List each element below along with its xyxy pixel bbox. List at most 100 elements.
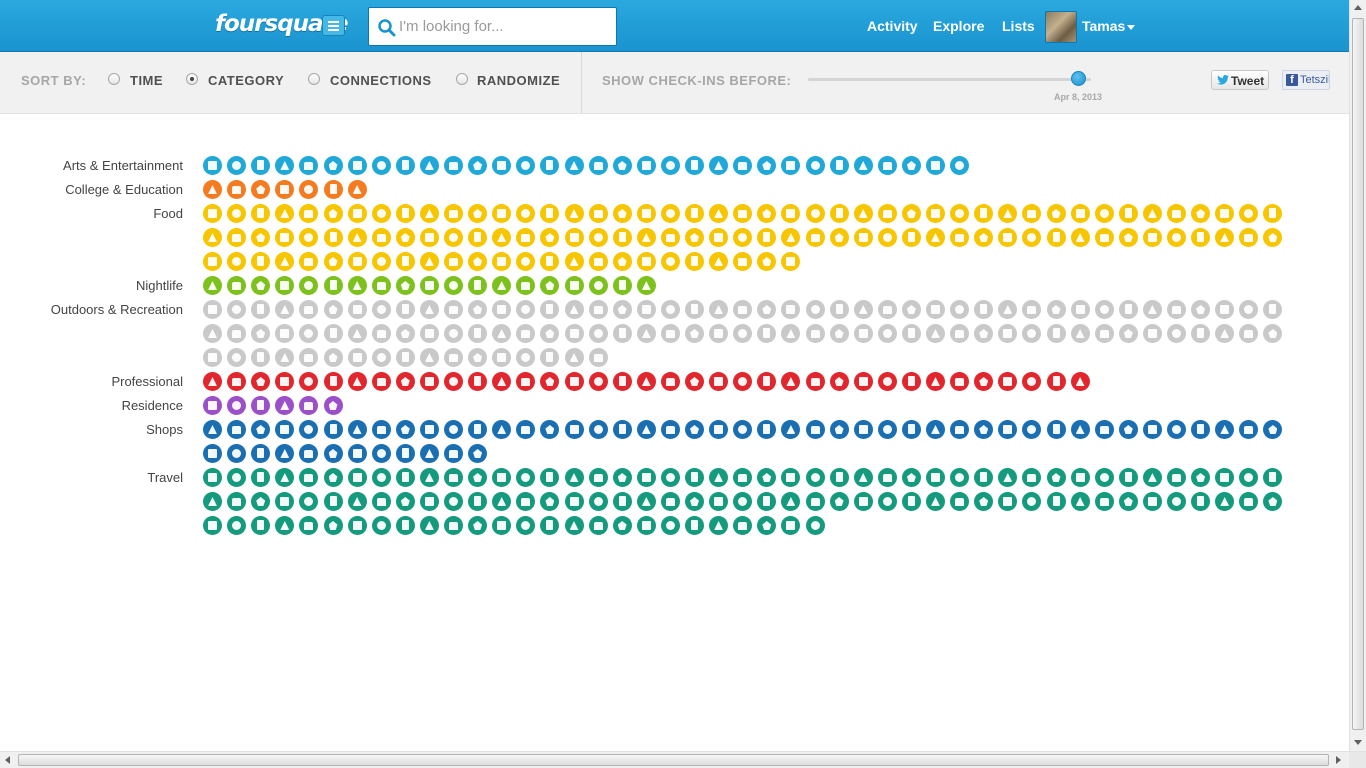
- checkin-venue-icon[interactable]: [492, 228, 512, 247]
- checkin-venue-icon[interactable]: [1239, 492, 1259, 511]
- checkin-venue-icon[interactable]: [1167, 228, 1186, 247]
- checkin-venue-icon[interactable]: [492, 372, 512, 391]
- checkin-venue-icon[interactable]: [323, 420, 343, 439]
- checkin-venue-icon[interactable]: [926, 372, 945, 391]
- checkin-venue-icon[interactable]: [709, 516, 729, 535]
- checkin-venue-icon[interactable]: [612, 468, 632, 487]
- checkin-venue-icon[interactable]: [805, 228, 825, 247]
- checkin-venue-icon[interactable]: [1215, 300, 1235, 319]
- checkin-venue-icon[interactable]: [757, 420, 777, 439]
- checkin-venue-icon[interactable]: [974, 492, 994, 511]
- checkin-venue-icon[interactable]: [1239, 300, 1259, 319]
- checkin-venue-icon[interactable]: [781, 252, 801, 271]
- checkin-venue-icon[interactable]: [1022, 420, 1042, 439]
- checkin-venue-icon[interactable]: [757, 204, 777, 223]
- checkin-venue-icon[interactable]: [540, 252, 560, 271]
- checkin-venue-icon[interactable]: [203, 492, 222, 511]
- checkin-venue-icon[interactable]: [660, 228, 680, 247]
- checkin-venue-icon[interactable]: [444, 444, 463, 463]
- checkin-venue-icon[interactable]: [829, 324, 849, 343]
- checkin-venue-icon[interactable]: [251, 372, 271, 391]
- checkin-venue-icon[interactable]: [371, 228, 391, 247]
- checkin-venue-icon[interactable]: [950, 492, 970, 511]
- checkin-venue-icon[interactable]: [299, 396, 319, 415]
- checkin-venue-icon[interactable]: [251, 444, 271, 463]
- checkin-venue-icon[interactable]: [1215, 324, 1235, 343]
- checkin-venue-icon[interactable]: [733, 204, 753, 223]
- checkin-venue-icon[interactable]: [805, 156, 825, 175]
- checkin-venue-icon[interactable]: [299, 252, 319, 271]
- checkin-venue-icon[interactable]: [950, 324, 970, 343]
- checkin-venue-icon[interactable]: [251, 276, 271, 295]
- checkin-venue-icon[interactable]: [419, 252, 439, 271]
- checkin-venue-icon[interactable]: [709, 252, 729, 271]
- checkin-venue-icon[interactable]: [733, 228, 753, 247]
- checkin-venue-icon[interactable]: [1046, 300, 1066, 319]
- checkin-venue-icon[interactable]: [829, 228, 849, 247]
- checkin-venue-icon[interactable]: [636, 372, 656, 391]
- checkin-venue-icon[interactable]: [636, 420, 656, 439]
- checkin-venue-icon[interactable]: [660, 324, 680, 343]
- checkin-venue-icon[interactable]: [299, 324, 319, 343]
- checkin-venue-icon[interactable]: [950, 468, 970, 487]
- checkin-venue-icon[interactable]: [227, 276, 247, 295]
- checkin-venue-icon[interactable]: [1070, 300, 1090, 319]
- checkin-venue-icon[interactable]: [444, 324, 463, 343]
- checkin-venue-icon[interactable]: [660, 492, 680, 511]
- vertical-scroll-thumb[interactable]: [1352, 18, 1364, 730]
- checkin-venue-icon[interactable]: [299, 204, 319, 223]
- checkin-venue-icon[interactable]: [347, 372, 367, 391]
- checkin-venue-icon[interactable]: [347, 468, 367, 487]
- checkin-venue-icon[interactable]: [1167, 300, 1186, 319]
- checkin-venue-icon[interactable]: [1070, 204, 1090, 223]
- checkin-venue-icon[interactable]: [901, 300, 921, 319]
- checkin-venue-icon[interactable]: [1142, 324, 1162, 343]
- checkin-venue-icon[interactable]: [926, 492, 945, 511]
- checkin-venue-icon[interactable]: [1191, 324, 1211, 343]
- checkin-venue-icon[interactable]: [805, 468, 825, 487]
- checkin-venue-icon[interactable]: [1118, 468, 1138, 487]
- checkin-venue-icon[interactable]: [829, 204, 849, 223]
- sort-randomize-label[interactable]: RANDOMIZE: [477, 73, 561, 88]
- checkin-venue-icon[interactable]: [227, 492, 247, 511]
- checkin-venue-icon[interactable]: [275, 492, 295, 511]
- checkin-venue-icon[interactable]: [853, 300, 873, 319]
- checkin-venue-icon[interactable]: [203, 204, 222, 223]
- checkin-venue-icon[interactable]: [950, 204, 970, 223]
- checkin-venue-icon[interactable]: [468, 348, 488, 367]
- sort-connections-label[interactable]: CONNECTIONS: [330, 73, 432, 88]
- checkin-venue-icon[interactable]: [733, 372, 753, 391]
- checkin-venue-icon[interactable]: [227, 324, 247, 343]
- checkin-venue-icon[interactable]: [757, 300, 777, 319]
- checkin-venue-icon[interactable]: [1046, 228, 1066, 247]
- checkin-venue-icon[interactable]: [685, 156, 704, 175]
- checkin-venue-icon[interactable]: [757, 468, 777, 487]
- checkin-venue-icon[interactable]: [492, 492, 512, 511]
- checkin-venue-icon[interactable]: [540, 228, 560, 247]
- checkin-venue-icon[interactable]: [636, 276, 656, 295]
- checkin-venue-icon[interactable]: [444, 348, 463, 367]
- checkin-venue-icon[interactable]: [516, 324, 536, 343]
- checkin-venue-icon[interactable]: [588, 348, 608, 367]
- checkin-venue-icon[interactable]: [805, 300, 825, 319]
- checkin-venue-icon[interactable]: [636, 516, 656, 535]
- checkin-venue-icon[interactable]: [1263, 204, 1283, 223]
- checkin-venue-icon[interactable]: [612, 204, 632, 223]
- checkin-venue-icon[interactable]: [540, 420, 560, 439]
- checkin-venue-icon[interactable]: [371, 492, 391, 511]
- checkin-venue-icon[interactable]: [275, 204, 295, 223]
- scroll-left-icon[interactable]: [5, 756, 10, 764]
- checkin-venue-icon[interactable]: [347, 492, 367, 511]
- checkin-venue-icon[interactable]: [998, 300, 1018, 319]
- checkin-venue-icon[interactable]: [540, 156, 560, 175]
- checkin-venue-icon[interactable]: [347, 348, 367, 367]
- checkin-venue-icon[interactable]: [998, 204, 1018, 223]
- checkin-venue-icon[interactable]: [1022, 228, 1042, 247]
- checkin-venue-icon[interactable]: [757, 156, 777, 175]
- checkin-venue-icon[interactable]: [564, 492, 584, 511]
- checkin-venue-icon[interactable]: [660, 300, 680, 319]
- checkin-venue-icon[interactable]: [853, 324, 873, 343]
- checkin-venue-icon[interactable]: [564, 372, 584, 391]
- checkin-venue-icon[interactable]: [323, 228, 343, 247]
- checkin-venue-icon[interactable]: [1022, 372, 1042, 391]
